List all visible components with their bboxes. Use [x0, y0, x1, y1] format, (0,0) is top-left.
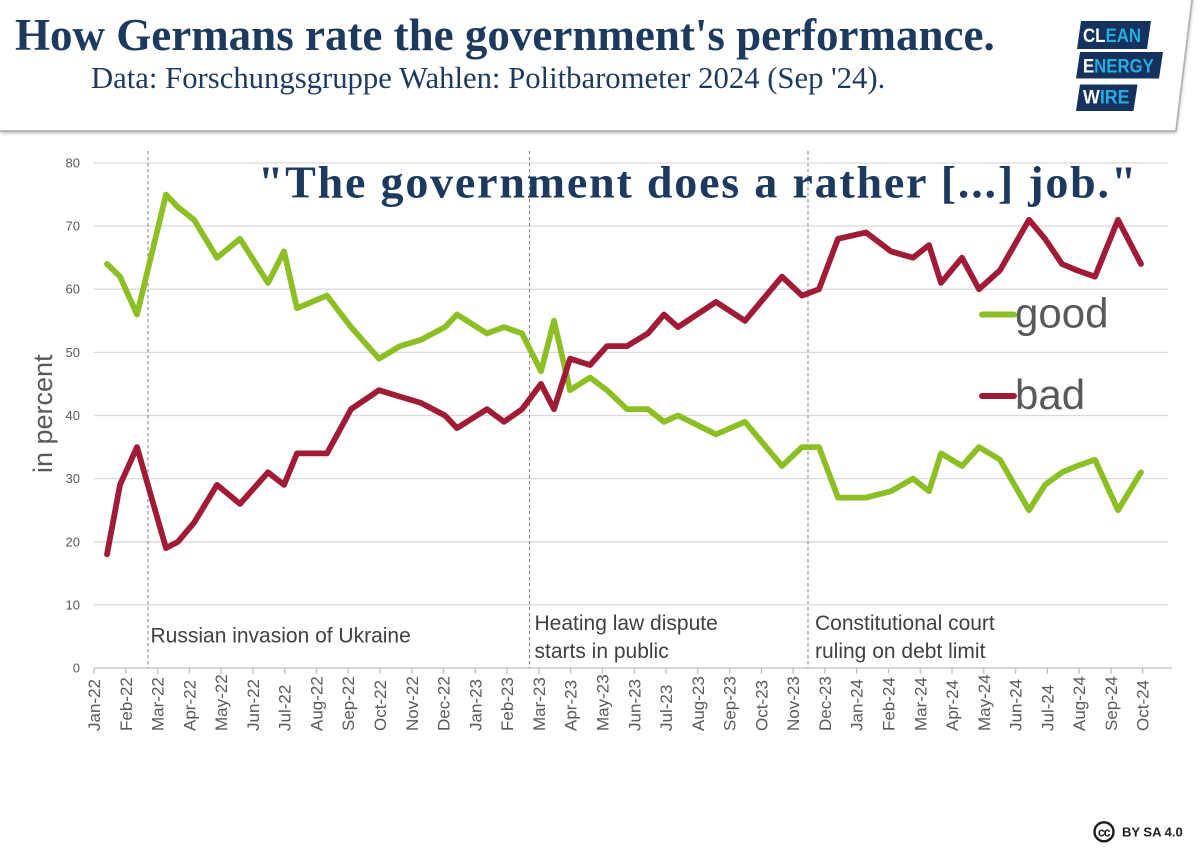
- svg-text:Mar-22: Mar-22: [149, 677, 168, 731]
- svg-text:May-23: May-23: [594, 674, 613, 731]
- svg-text:ENERGY: ENERGY: [1083, 55, 1154, 76]
- svg-text:CLEAN: CLEAN: [1083, 24, 1141, 46]
- svg-text:Russian invasion of Ukraine: Russian invasion of Ukraine: [151, 625, 411, 648]
- svg-text:good: good: [1015, 290, 1108, 337]
- svg-text:60: 60: [66, 282, 80, 297]
- svg-text:Jan-22: Jan-22: [85, 679, 104, 731]
- svg-text:cc: cc: [1098, 825, 1111, 839]
- svg-text:WIRE: WIRE: [1083, 86, 1130, 108]
- svg-text:Constitutional court: Constitutional court: [815, 612, 995, 635]
- svg-text:Oct-22: Oct-22: [371, 680, 390, 731]
- svg-text:Nov-22: Nov-22: [403, 676, 422, 731]
- svg-text:starts in public: starts in public: [535, 640, 669, 663]
- svg-text:10: 10: [66, 597, 80, 612]
- svg-text:40: 40: [66, 408, 80, 423]
- svg-text:Oct-23: Oct-23: [752, 680, 771, 731]
- svg-text:in percent: in percent: [28, 354, 58, 473]
- svg-text:Apr-22: Apr-22: [180, 680, 199, 731]
- svg-text:70: 70: [66, 219, 80, 234]
- svg-text:Sep-23: Sep-23: [721, 676, 740, 731]
- svg-text:Jun-22: Jun-22: [244, 679, 263, 731]
- svg-text:Sep-24: Sep-24: [1102, 676, 1121, 731]
- svg-text:Nov-23: Nov-23: [784, 676, 803, 731]
- svg-text:20: 20: [66, 534, 80, 549]
- svg-text:Heating law dispute: Heating law dispute: [535, 612, 718, 635]
- svg-text:Mar-23: Mar-23: [530, 677, 549, 731]
- svg-text:80: 80: [66, 156, 80, 171]
- svg-text:Jul-23: Jul-23: [657, 685, 676, 731]
- svg-text:50: 50: [66, 345, 80, 360]
- svg-text:Jul-22: Jul-22: [276, 685, 295, 731]
- svg-text:Jun-24: Jun-24: [1007, 679, 1026, 731]
- svg-text:May-24: May-24: [975, 674, 994, 731]
- svg-text:Jul-24: Jul-24: [1038, 685, 1057, 731]
- svg-text:Jun-23: Jun-23: [625, 679, 644, 731]
- svg-text:Aug-23: Aug-23: [689, 676, 708, 731]
- svg-text:Oct-24: Oct-24: [1134, 680, 1153, 731]
- svg-text:May-22: May-22: [212, 674, 231, 731]
- svg-text:Data: Forschungsgruppe Wahlen:: Data: Forschungsgruppe Wahlen: Politbaro…: [91, 61, 885, 95]
- svg-text:Mar-24: Mar-24: [911, 677, 930, 731]
- svg-text:Jan-23: Jan-23: [466, 679, 485, 731]
- svg-text:0: 0: [73, 661, 80, 676]
- svg-text:Apr-23: Apr-23: [562, 680, 581, 731]
- svg-text:BY SA 4.0: BY SA 4.0: [1122, 825, 1183, 840]
- svg-text:Dec-23: Dec-23: [816, 676, 835, 731]
- svg-text:Sep-22: Sep-22: [339, 676, 358, 731]
- svg-text:Apr-24: Apr-24: [943, 680, 962, 731]
- svg-text:Feb-24: Feb-24: [880, 677, 899, 731]
- svg-text:Feb-22: Feb-22: [117, 677, 136, 731]
- svg-text:Feb-23: Feb-23: [498, 677, 517, 731]
- svg-text:"The government does a rather: "The government does a rather [...] job.…: [258, 157, 1138, 208]
- svg-text:bad: bad: [1015, 371, 1085, 418]
- svg-text:ruling on debt limit: ruling on debt limit: [815, 640, 986, 663]
- svg-text:How Germans rate the governmen: How Germans rate the government's perfor…: [15, 10, 995, 60]
- svg-text:Dec-22: Dec-22: [435, 676, 454, 731]
- svg-text:Aug-22: Aug-22: [308, 676, 327, 731]
- svg-text:Aug-24: Aug-24: [1070, 676, 1089, 731]
- svg-text:Jan-24: Jan-24: [848, 679, 867, 731]
- svg-text:30: 30: [66, 471, 80, 486]
